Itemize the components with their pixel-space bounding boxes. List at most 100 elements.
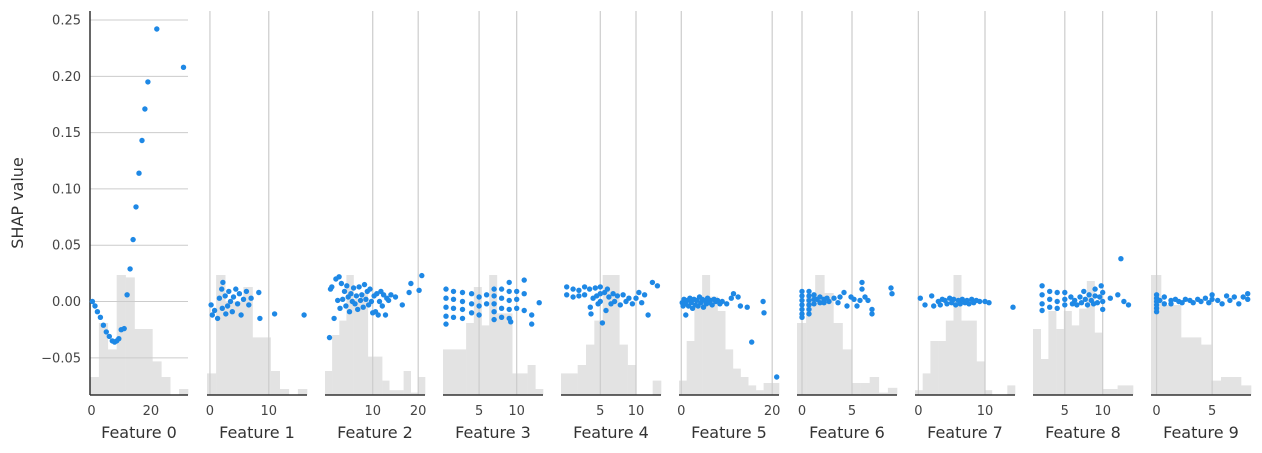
data-point [331, 315, 337, 322]
histogram-bar [116, 275, 126, 395]
histogram-bar [755, 390, 764, 395]
data-point [106, 333, 113, 340]
data-point [352, 301, 358, 307]
data-point [338, 280, 345, 287]
x-tick-label: 10 [628, 404, 645, 419]
data-point [869, 306, 875, 313]
histogram-bar [851, 383, 861, 395]
data-point [1125, 302, 1132, 308]
histogram-bar [216, 275, 226, 395]
histogram-bar [627, 365, 637, 395]
data-point [917, 295, 923, 301]
histogram-bar [1161, 305, 1172, 395]
data-point [154, 26, 160, 32]
data-point [521, 277, 527, 283]
data-point [951, 296, 957, 302]
histogram-bar [143, 329, 153, 395]
data-point [506, 306, 512, 313]
x-axis-label: Feature 6 [809, 423, 885, 442]
histogram-bar [410, 392, 419, 395]
histogram-bar [207, 373, 217, 395]
data-point [799, 293, 805, 299]
histogram-bar [763, 383, 772, 395]
data-point [889, 291, 895, 297]
data-point [1100, 298, 1106, 305]
histogram-bar [1102, 389, 1111, 395]
data-point [614, 293, 621, 299]
data-point [1077, 294, 1083, 300]
data-point [521, 291, 527, 297]
data-point [363, 296, 369, 302]
histogram-bar [519, 373, 528, 395]
histogram-bar [252, 337, 262, 395]
data-point [341, 288, 348, 295]
data-point [709, 302, 715, 308]
data-point [953, 302, 959, 308]
data-point [133, 204, 139, 210]
histogram-bar [860, 383, 870, 395]
data-point [498, 295, 505, 301]
data-point [735, 294, 741, 300]
data-point [957, 301, 963, 307]
histogram-bar [403, 371, 411, 395]
histogram-bar [152, 361, 162, 395]
data-point [599, 320, 606, 326]
data-point [124, 292, 130, 298]
data-point [236, 291, 243, 297]
data-point [408, 280, 414, 287]
data-point [359, 292, 365, 298]
x-tick-label: 20 [410, 404, 427, 419]
data-point [1047, 288, 1053, 295]
data-point [1084, 302, 1091, 308]
data-point [620, 292, 626, 298]
data-point [450, 288, 457, 295]
histogram-bar [1221, 377, 1232, 395]
data-point [346, 309, 353, 315]
data-point [611, 298, 618, 305]
data-point [1082, 296, 1089, 302]
data-point [514, 288, 520, 295]
data-point [1245, 296, 1251, 302]
data-point [130, 236, 136, 243]
histogram-bar [1117, 385, 1126, 395]
data-point [483, 292, 490, 298]
x-tick-label: 0 [1152, 404, 1160, 419]
data-point [476, 294, 482, 300]
data-point [219, 286, 225, 292]
histogram-bar [125, 277, 135, 395]
x-tick-label: 20 [143, 404, 160, 419]
histogram-bar [443, 349, 451, 395]
data-point [227, 298, 234, 305]
data-point [937, 302, 943, 308]
x-tick-label: 10 [977, 404, 994, 419]
histogram-bar [360, 293, 369, 395]
data-point [817, 300, 823, 306]
data-point [136, 170, 142, 176]
histogram-bar [396, 390, 404, 395]
data-point [977, 298, 983, 305]
histogram-bar [679, 380, 687, 395]
data-point [719, 298, 725, 305]
data-point [459, 298, 466, 305]
histogram-bar [694, 301, 703, 395]
histogram-bar [279, 389, 290, 395]
data-point [459, 289, 466, 296]
data-point [837, 294, 843, 300]
data-point [931, 303, 937, 309]
data-point [1236, 301, 1242, 307]
data-point [335, 297, 341, 304]
data-point [301, 312, 307, 318]
data-point [491, 293, 497, 299]
data-point [966, 301, 972, 307]
histogram-bar [1063, 311, 1072, 395]
data-point [357, 297, 364, 304]
histogram-bar [417, 377, 426, 395]
data-point [229, 309, 235, 315]
histogram-bar [619, 344, 628, 395]
data-point [1168, 301, 1174, 307]
data-point [529, 321, 535, 327]
histogram-bar [1056, 329, 1065, 395]
data-point [116, 336, 122, 342]
data-point [459, 306, 466, 313]
